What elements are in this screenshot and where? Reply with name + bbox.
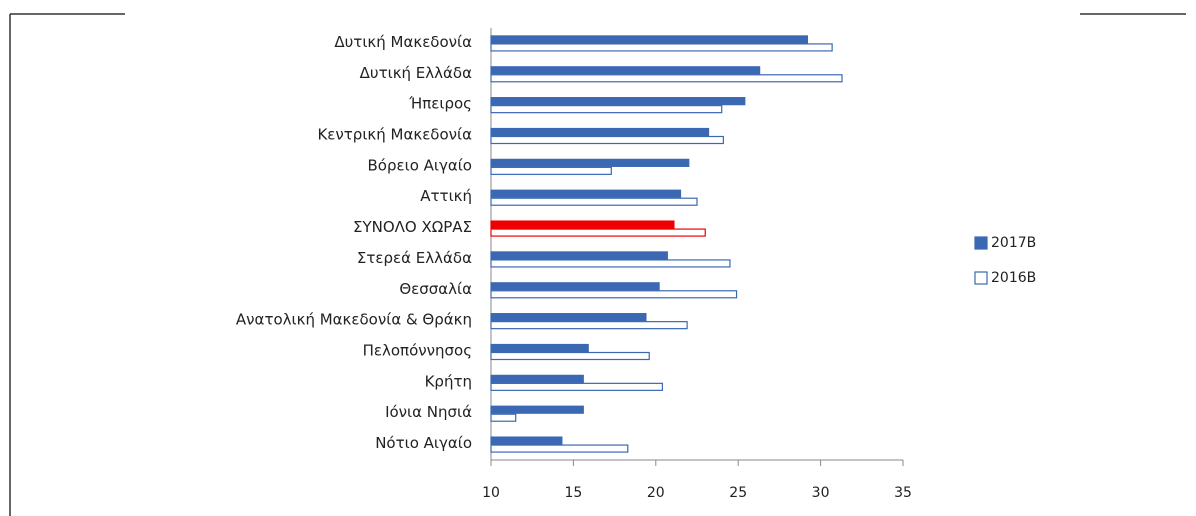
x-tick-label: 30 — [812, 485, 830, 501]
category-label: Βόρειο Αιγαίο — [368, 156, 472, 174]
bar — [490, 290, 738, 299]
bar — [490, 251, 668, 260]
bar — [490, 351, 650, 361]
bar — [490, 444, 629, 453]
category-label: Στερεά Ελλάδα — [357, 249, 472, 267]
bar — [490, 259, 731, 268]
bar — [490, 228, 706, 237]
x-tick-label: 15 — [564, 485, 582, 501]
bar — [490, 35, 809, 44]
category-label: Νότιο Αιγαίο — [375, 434, 472, 452]
bar — [490, 282, 660, 291]
bar — [490, 436, 563, 445]
category-label: Ήπειρος — [408, 95, 472, 113]
bar — [490, 413, 517, 422]
bar — [490, 158, 690, 167]
bar — [490, 105, 723, 114]
bar — [490, 189, 682, 198]
x-tick-label: 35 — [894, 485, 912, 501]
category-label: Δυτική Μακεδονία — [334, 33, 472, 51]
bar — [490, 127, 710, 137]
bar — [490, 166, 612, 175]
bar — [490, 66, 761, 75]
bar — [490, 97, 746, 106]
bar — [490, 343, 589, 353]
bar — [490, 313, 647, 322]
legend-label: 2016B — [991, 270, 1036, 286]
legend-swatch — [974, 236, 988, 250]
bar — [490, 220, 675, 229]
category-label: Κρήτη — [425, 372, 472, 390]
x-tick-label: 10 — [482, 485, 500, 501]
category-label: Ανατολική Μακεδονία & Θράκη — [236, 311, 472, 329]
category-label: Αττική — [420, 187, 472, 205]
category-label: Κεντρική Μακεδονία — [317, 126, 472, 144]
bar — [490, 374, 584, 383]
bar — [490, 197, 698, 206]
x-tick-label: 25 — [729, 485, 747, 501]
category-label: Θεσσαλία — [399, 280, 472, 298]
bar — [490, 43, 833, 52]
legend-label: 2017B — [991, 235, 1036, 251]
x-tick-label: 20 — [647, 485, 665, 501]
bar — [490, 382, 663, 391]
category-label: Πελοπόννησος — [363, 342, 472, 360]
bar — [490, 74, 843, 83]
category-label: ΣΥΝΟΛΟ ΧΩΡΑΣ — [353, 218, 472, 236]
bar — [490, 405, 584, 414]
category-label: Δυτική Ελλάδα — [360, 64, 472, 82]
category-label: Ιόνια Νησιά — [385, 403, 472, 421]
legend-swatch — [974, 271, 988, 285]
bar — [490, 135, 724, 145]
bar — [490, 321, 688, 330]
